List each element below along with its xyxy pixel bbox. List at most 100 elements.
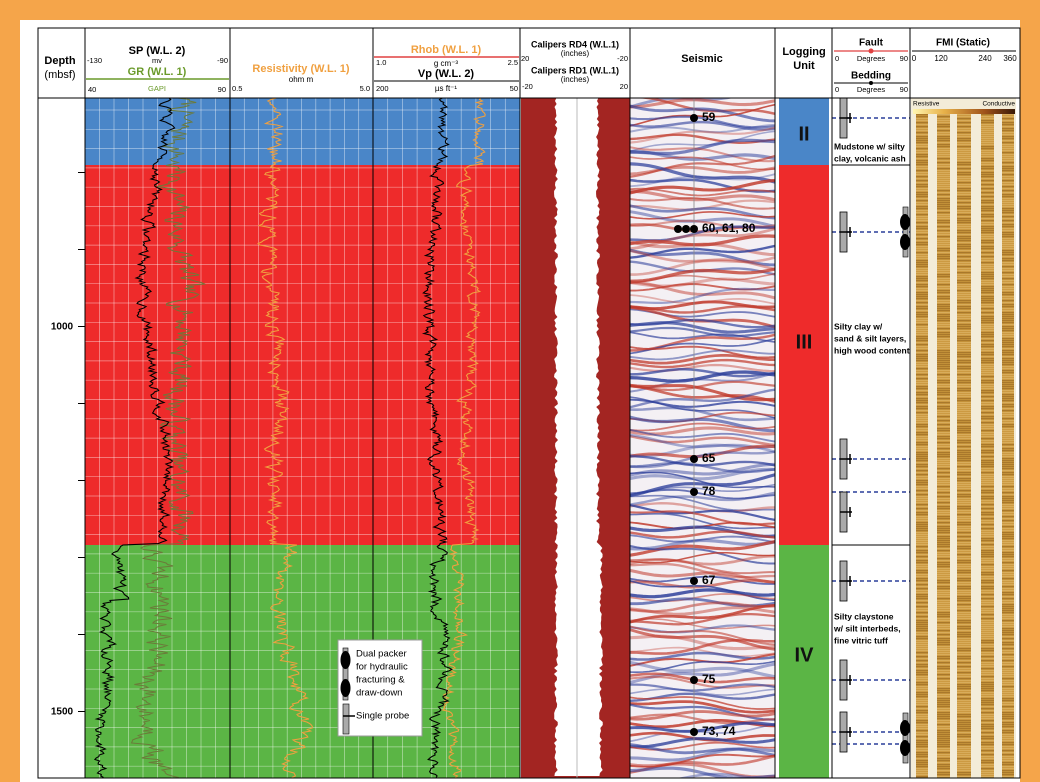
fmi-texture	[1002, 544, 1014, 546]
fmi-texture	[916, 500, 928, 502]
fmi-texture	[957, 350, 971, 352]
fmi-texture	[937, 736, 950, 738]
fmi-texture	[957, 654, 971, 656]
fmi-texture	[916, 446, 928, 448]
fmi-texture	[916, 710, 928, 712]
fmi-texture	[981, 338, 994, 340]
fmi-texture	[1002, 270, 1014, 272]
label: Bedding	[851, 71, 891, 82]
fmi-texture	[957, 680, 971, 682]
fmi-texture	[981, 624, 994, 626]
fmi-texture	[957, 708, 971, 710]
fmi-texture	[1002, 324, 1014, 326]
seismic-reflector	[630, 700, 775, 714]
fmi-texture	[1002, 760, 1014, 762]
fmi-texture	[1002, 370, 1014, 372]
fmi-texture	[1002, 496, 1014, 498]
fmi-texture	[916, 578, 928, 580]
fmi-texture	[957, 160, 971, 162]
fmi-texture	[981, 230, 994, 232]
fmi-texture	[981, 422, 994, 424]
fmi-texture	[957, 540, 971, 542]
fmi-texture	[957, 246, 971, 248]
seismic-reflector	[630, 634, 775, 651]
fmi-texture	[957, 660, 971, 662]
fmi-texture	[1002, 628, 1014, 630]
fmi-texture	[981, 514, 994, 516]
fmi-texture	[981, 174, 994, 176]
fmi-texture	[937, 470, 950, 472]
fmi-texture	[937, 322, 950, 324]
unit-box	[779, 545, 829, 778]
fmi-texture	[916, 358, 928, 360]
fmi-texture	[937, 340, 950, 342]
fmi-texture	[937, 520, 950, 522]
seismic-reflector	[630, 305, 775, 314]
fmi-texture	[981, 754, 994, 756]
packer-seal	[900, 720, 910, 736]
fmi-texture	[1002, 486, 1014, 488]
fmi-texture	[981, 288, 994, 290]
fmi-texture	[981, 658, 994, 660]
seismic-reflector	[630, 406, 775, 422]
fmi-texture	[981, 132, 994, 134]
fmi-texture	[981, 352, 994, 354]
fmi-texture	[916, 316, 928, 318]
seismic-reflector	[630, 530, 775, 539]
fmi-texture	[1002, 662, 1014, 664]
fmi-texture	[1002, 506, 1014, 508]
fmi-texture	[981, 588, 994, 590]
fmi-texture	[981, 392, 994, 394]
fmi-texture	[981, 400, 994, 402]
fmi-texture	[1002, 390, 1014, 392]
fmi-texture	[1002, 672, 1014, 674]
fmi-texture	[937, 266, 950, 268]
label: 120	[934, 54, 948, 63]
fmi-texture	[937, 560, 950, 562]
fmi-texture	[957, 568, 971, 570]
fmi-texture	[937, 126, 950, 128]
fmi-texture	[937, 432, 950, 434]
fmi-texture	[937, 334, 950, 336]
fmi-texture	[957, 494, 971, 496]
fmi-texture	[916, 548, 928, 550]
fmi-texture	[981, 270, 994, 272]
fmi-texture	[981, 544, 994, 546]
seismic-reflector	[630, 544, 775, 565]
fmi-texture	[1002, 542, 1014, 544]
fmi-texture	[957, 466, 971, 468]
fmi-texture	[937, 138, 950, 140]
seismic-reflector	[630, 165, 775, 176]
fmi-texture	[916, 494, 928, 496]
fmi-texture	[957, 240, 971, 242]
fmi-texture	[937, 154, 950, 156]
fmi-texture	[916, 664, 928, 666]
fmi-texture	[981, 236, 994, 238]
fmi-texture	[937, 214, 950, 216]
fmi-texture	[1002, 334, 1014, 336]
fmi-texture	[981, 592, 994, 594]
fmi-texture	[981, 748, 994, 750]
fmi-texture	[916, 162, 928, 164]
fmi-texture	[981, 242, 994, 244]
fmi-texture	[981, 266, 994, 268]
fmi-texture	[1002, 470, 1014, 472]
fmi-texture	[937, 294, 950, 296]
fmi-texture	[937, 324, 950, 326]
fmi-texture	[916, 324, 928, 326]
fmi-texture	[1002, 306, 1014, 308]
fmi-texture	[981, 408, 994, 410]
fmi-texture	[916, 718, 928, 720]
fmi-texture	[937, 238, 950, 240]
fmi-texture	[1002, 758, 1014, 760]
fmi-texture	[1002, 580, 1014, 582]
fmi-texture	[981, 452, 994, 454]
fmi-texture	[916, 320, 928, 322]
fmi-texture	[937, 742, 950, 744]
fmi-texture	[916, 698, 928, 700]
fmi-texture	[957, 630, 971, 632]
fmi-texture	[916, 518, 928, 520]
label: II	[798, 123, 809, 145]
fmi-texture	[937, 160, 950, 162]
fmi-texture	[916, 302, 928, 304]
